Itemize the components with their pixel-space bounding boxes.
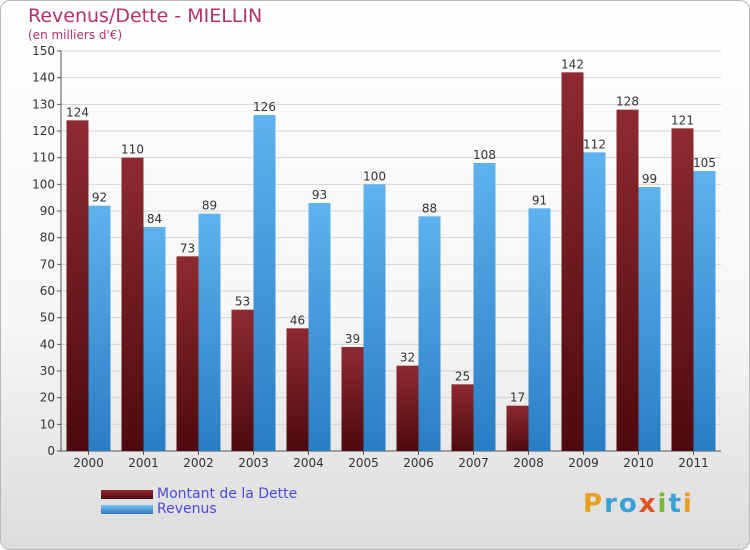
bar-revenus [308, 203, 331, 451]
x-tick-label: 2011 [678, 456, 709, 470]
bar-revenus [693, 171, 716, 451]
x-tick-label: 2003 [238, 456, 269, 470]
data-label-revenus: 126 [253, 100, 276, 114]
x-tick-label: 2008 [513, 456, 544, 470]
bar-dette [286, 328, 309, 451]
data-label-dette: 124 [66, 105, 89, 119]
bar-revenus [418, 216, 441, 451]
data-label-revenus: 89 [202, 199, 217, 213]
bar-dette [176, 256, 199, 451]
bar-revenus [198, 213, 221, 451]
legend-label-dette: Montant de la Dette [157, 486, 298, 502]
y-tick-label: 100 [32, 177, 55, 191]
y-tick-label: 80 [40, 231, 55, 245]
legend-swatch-dette [101, 490, 153, 499]
x-tick-label: 2001 [128, 456, 159, 470]
bar-revenus [638, 187, 661, 451]
bar-dette [121, 157, 144, 451]
x-tick-label: 2007 [458, 456, 489, 470]
y-tick-label: 150 [32, 44, 55, 58]
bar-revenus [363, 184, 386, 452]
data-label-revenus: 84 [147, 212, 162, 226]
y-tick-label: 40 [40, 337, 55, 351]
y-tick-label: 120 [32, 124, 55, 138]
bar-dette [506, 405, 529, 451]
chart-subtitle: (en milliers d'€) [28, 28, 123, 42]
bar-revenus [143, 227, 166, 451]
data-label-revenus: 105 [693, 156, 716, 170]
bar-revenus [88, 205, 111, 451]
y-tick-label: 130 [32, 97, 55, 111]
y-tick-label: 140 [32, 71, 55, 85]
bar-dette [671, 128, 694, 451]
x-tick-label: 2004 [293, 456, 324, 470]
data-label-revenus: 108 [473, 148, 496, 162]
data-label-dette: 73 [180, 241, 195, 255]
legend-swatch-revenus [101, 505, 153, 514]
bar-dette [231, 309, 254, 451]
chart-title: Revenus/Dette - MIELLIN [28, 5, 263, 27]
y-tick-label: 30 [40, 364, 55, 378]
x-tick-label: 2002 [183, 456, 214, 470]
data-label-revenus: 92 [92, 191, 107, 205]
x-tick-label: 2010 [623, 456, 654, 470]
legend-label-revenus: Revenus [157, 501, 217, 517]
y-tick-label: 60 [40, 284, 55, 298]
bar-revenus [473, 163, 496, 451]
bar-dette [66, 120, 89, 451]
x-tick-label: 2000 [73, 456, 104, 470]
bar-dette [396, 365, 419, 451]
bar-dette [341, 347, 364, 451]
data-label-dette: 46 [290, 313, 305, 327]
x-tick-label: 2009 [568, 456, 599, 470]
data-label-dette: 32 [400, 351, 415, 365]
data-label-dette: 128 [616, 95, 639, 109]
bar-revenus [583, 152, 606, 452]
bar-revenus [528, 208, 551, 451]
bar-revenus [253, 115, 276, 451]
y-tick-label: 0 [47, 444, 55, 458]
bar-dette [561, 72, 584, 451]
data-label-dette: 25 [455, 369, 470, 383]
proxiti-logo: Proxiti [583, 489, 694, 519]
data-label-revenus: 91 [532, 193, 547, 207]
x-tick-label: 2006 [403, 456, 434, 470]
data-label-revenus: 88 [422, 201, 437, 215]
data-label-revenus: 93 [312, 188, 327, 202]
bar-dette [616, 109, 639, 452]
y-tick-label: 90 [40, 204, 55, 218]
data-label-dette: 142 [561, 57, 584, 71]
data-label-dette: 121 [671, 113, 694, 127]
data-label-dette: 53 [235, 295, 250, 309]
data-label-revenus: 99 [642, 172, 657, 186]
y-tick-label: 20 [40, 391, 55, 405]
data-label-revenus: 112 [583, 137, 606, 151]
bar-dette [451, 384, 474, 451]
y-tick-label: 50 [40, 311, 55, 325]
y-tick-label: 70 [40, 257, 55, 271]
data-label-dette: 17 [510, 391, 525, 405]
y-tick-label: 10 [40, 417, 55, 431]
y-tick-label: 110 [32, 151, 55, 165]
data-label-dette: 39 [345, 332, 360, 346]
x-tick-label: 2005 [348, 456, 379, 470]
data-label-revenus: 100 [363, 169, 386, 183]
data-label-dette: 110 [121, 143, 144, 157]
